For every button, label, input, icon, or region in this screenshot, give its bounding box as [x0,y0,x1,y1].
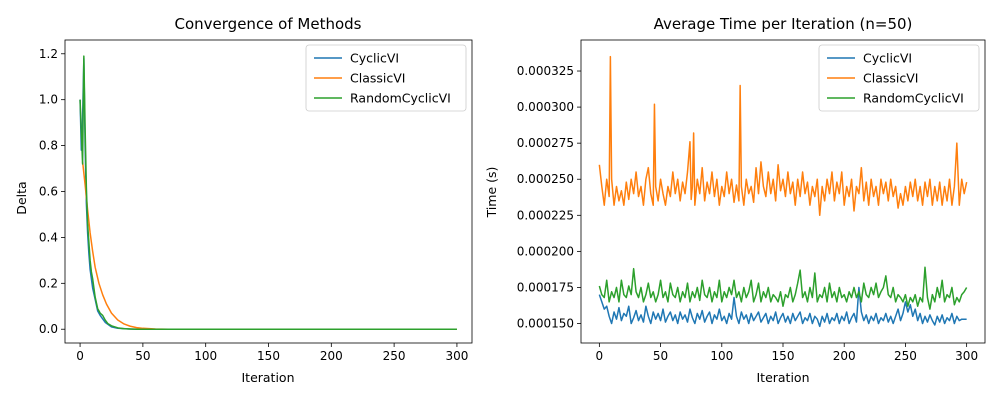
y-tick-label: 0.000150 [517,317,574,331]
series-lines [598,55,968,328]
series-line-cyclicvi [598,286,967,328]
legend: CyclicVI ClassicVI RandomCyclicVI [305,44,467,112]
y-tick-label: 0.000200 [517,244,574,258]
x-tick-label: 150 [257,349,280,363]
chart-title: Average Time per Iteration (n=50) [654,15,913,33]
legend-box [305,44,467,112]
series-line-classicvi [81,161,457,330]
legend-label: ClassicVI [863,71,918,86]
legend-label: ClassicVI [350,71,405,86]
y-tick-label: 0.2 [39,276,58,290]
y-tick-label: 0.4 [39,230,58,244]
y-tick-label: 0.0 [39,322,58,336]
x-tick-label: 100 [194,349,217,363]
legend-label: RandomCyclicVI [863,91,964,106]
convergence-chart: Convergence of Methods Iteration Delta 0… [14,15,473,385]
x-tick-label: 250 [383,349,406,363]
y-tick-label: 1.2 [39,47,58,61]
x-tick-label: 300 [445,349,468,363]
y-tick-label: 0.000275 [517,136,574,150]
y-axis-label: Time (s) [484,167,499,219]
y-tick-label: 0.000250 [517,172,574,186]
series-line-randomcyclicvi [79,55,457,330]
x-tick-label: 50 [135,349,150,363]
x-tick-label: 0 [76,349,84,363]
chart-title: Convergence of Methods [175,15,362,33]
series-lines [79,55,457,330]
y-tick-label: 1.0 [39,93,58,107]
y-tick-label: 0.000175 [517,280,574,294]
legend-box [818,44,980,112]
series-line-randomcyclicvi [598,266,968,310]
x-tick-label: 0 [596,349,604,363]
y-tick-label: 0.000225 [517,208,574,222]
x-tick-label: 200 [833,349,856,363]
y-tick-label: 0.000325 [517,64,574,78]
time-per-iteration-chart: Average Time per Iteration (n=50) Iterat… [484,15,986,385]
x-axis-label: Iteration [756,370,809,385]
y-axis-label: Delta [14,181,29,214]
series-line-classicvi [598,55,968,217]
x-tick-label: 250 [894,349,917,363]
legend-label: CyclicVI [863,51,912,66]
legend: CyclicVI ClassicVI RandomCyclicVI [818,44,980,112]
y-tick-label: 0.000300 [517,100,574,114]
x-tick-label: 200 [320,349,343,363]
x-axis-label: Iteration [241,370,294,385]
legend-label: RandomCyclicVI [350,91,451,106]
x-tick-label: 100 [710,349,733,363]
y-tick-label: 0.8 [39,139,58,153]
legend-label: CyclicVI [350,51,399,66]
x-tick-label: 50 [653,349,668,363]
x-tick-label: 150 [772,349,795,363]
x-tick-label: 300 [955,349,978,363]
y-tick-label: 0.6 [39,185,58,199]
